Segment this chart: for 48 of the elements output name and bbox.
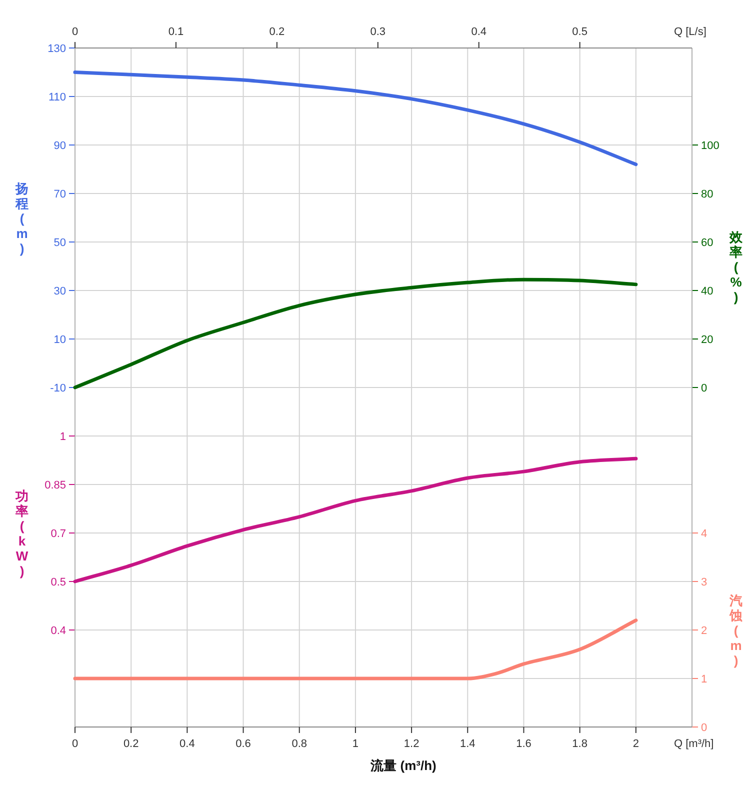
x-tick-label: 2	[632, 738, 639, 750]
x2-tick-label: 0.4	[471, 26, 487, 38]
y-tick-label: 0.85	[44, 480, 66, 492]
x2-tick-label: 0	[72, 26, 78, 38]
x-tick-label: 1.6	[516, 738, 532, 750]
text: Q [m³/h]	[674, 738, 714, 750]
y-tick-label: 70	[54, 188, 66, 200]
y2-tick-label: 2	[701, 625, 708, 637]
x2-tick-label: 0.3	[370, 26, 386, 38]
x2-tick-label: 0.1	[168, 26, 184, 38]
y-tick-label: 10	[54, 334, 66, 346]
x-tick-label: 0	[72, 738, 78, 750]
y2-axis-title: 效率 (%)	[728, 229, 744, 304]
y-tick-label: 0.4	[50, 625, 66, 637]
y-tick-label: 110	[48, 92, 66, 104]
y-tick-label: 0.7	[50, 528, 66, 540]
y-tick-label: 90	[54, 140, 66, 152]
x2-tick-label: 0.5	[572, 26, 588, 38]
y-axis-title: 功率 (kW)	[14, 488, 29, 578]
y2-tick-label: 3	[701, 576, 708, 588]
y2-tick-label: 0	[701, 722, 708, 734]
y2-tick-label: 100	[701, 140, 720, 152]
x-tick-label: 0.6	[236, 738, 251, 750]
y2-axis-title: 汽蚀 (m)	[728, 593, 742, 668]
x-tick-label: 1	[352, 738, 359, 750]
y2-tick-label: 60	[701, 237, 714, 249]
y2-tick-label: 80	[701, 188, 714, 200]
x2-axis-title: Q [L/s]	[674, 26, 706, 38]
y-tick-label: 30	[54, 286, 66, 298]
x-tick-label: 1.4	[460, 738, 476, 750]
y2-tick-label: 40	[701, 286, 714, 298]
y2-tick-label: 0	[701, 382, 708, 394]
y-tick-label: -10	[50, 382, 66, 394]
y2-tick-label: 20	[701, 334, 714, 346]
y2-tick-label: 4	[701, 528, 708, 540]
y-tick-label: 1	[60, 431, 66, 443]
x-tick-label: 1.8	[572, 738, 588, 750]
y-axis-title: 扬程 (m)	[14, 180, 28, 256]
y-tick-label: 130	[48, 43, 66, 55]
y2-tick-label: 1	[701, 674, 708, 686]
y-tick-label: 50	[54, 237, 66, 249]
x-tick-label: 1.2	[404, 738, 420, 750]
x-tick-label: 0.8	[292, 738, 308, 750]
x-tick-label: 0.4	[180, 738, 195, 750]
x2-tick-label: 0.2	[269, 26, 285, 38]
x-axis-title: 流量 (m³/h)	[370, 758, 436, 773]
x-tick-label: 0.2	[123, 738, 139, 750]
y-tick-label: 0.5	[50, 576, 66, 588]
